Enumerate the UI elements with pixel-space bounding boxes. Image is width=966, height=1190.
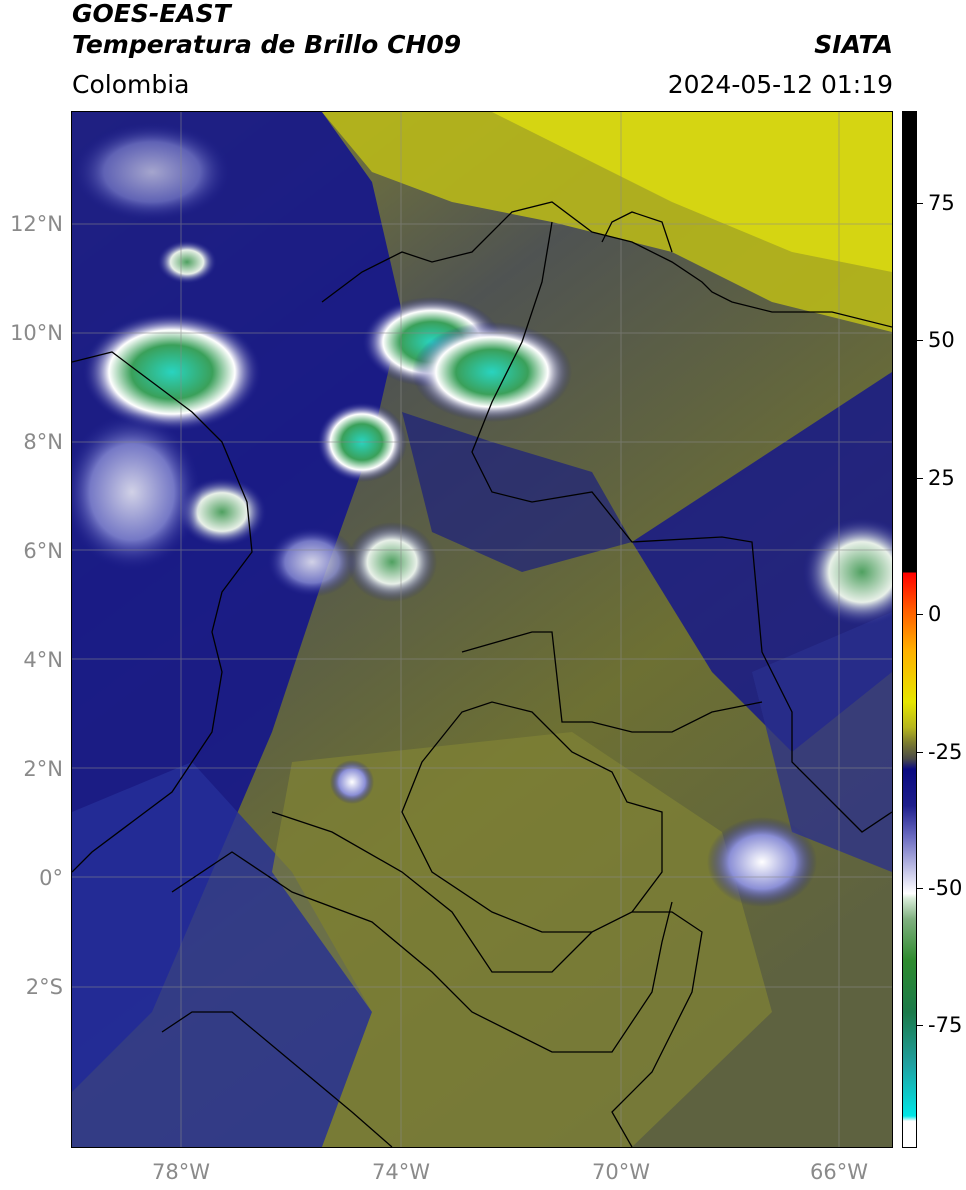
lon-label-66w: 66°W (810, 1160, 868, 1184)
colorbar-tick-50 (917, 340, 923, 341)
product-title: GOES-EAST (72, 0, 231, 28)
colorbar-tick-75 (917, 203, 923, 204)
graticule (72, 112, 892, 1147)
timestamp-label: 2024-05-12 01:19 (667, 70, 893, 99)
lat-label-10n: 10°N (10, 321, 63, 345)
colorbar-gradient (903, 112, 916, 1147)
colorbar-label-75: 75 (928, 191, 955, 215)
colorbar-label-m50: -50 (928, 876, 963, 900)
colorbar-label-m75: -75 (928, 1013, 963, 1037)
colorbar-tick-m50 (917, 888, 923, 889)
lat-label-0: 0° (39, 866, 63, 890)
lat-label-2n: 2°N (23, 757, 63, 781)
lon-label-70w: 70°W (592, 1160, 650, 1184)
region-label: Colombia (72, 70, 190, 99)
lat-label-8n: 8°N (23, 430, 63, 454)
satellite-map (71, 111, 893, 1148)
brand-label: SIATA (814, 30, 893, 59)
colorbar-tick-25 (917, 478, 923, 479)
colorbar-label-0: 0 (928, 602, 942, 626)
colorbar-label-m25: -25 (928, 740, 963, 764)
colorbar-tick-0 (917, 614, 923, 615)
lat-label-6n: 6°N (23, 539, 63, 563)
colorbar-label-50: 50 (928, 328, 955, 352)
colorbar-label-25: 25 (928, 466, 955, 490)
colorbar-tick-m75 (917, 1025, 923, 1026)
colorbar-tick-m25 (917, 752, 923, 753)
satellite-image (72, 112, 892, 1147)
lon-label-78w: 78°W (152, 1160, 210, 1184)
temperature-colorbar (902, 111, 917, 1148)
lat-label-4n: 4°N (23, 648, 63, 672)
lat-label-2s: 2°S (25, 975, 63, 999)
country-borders (72, 201, 892, 1147)
lon-label-74w: 74°W (372, 1160, 430, 1184)
product-subtitle: Temperatura de Brillo CH09 (72, 30, 462, 59)
lat-label-12n: 12°N (10, 212, 63, 236)
